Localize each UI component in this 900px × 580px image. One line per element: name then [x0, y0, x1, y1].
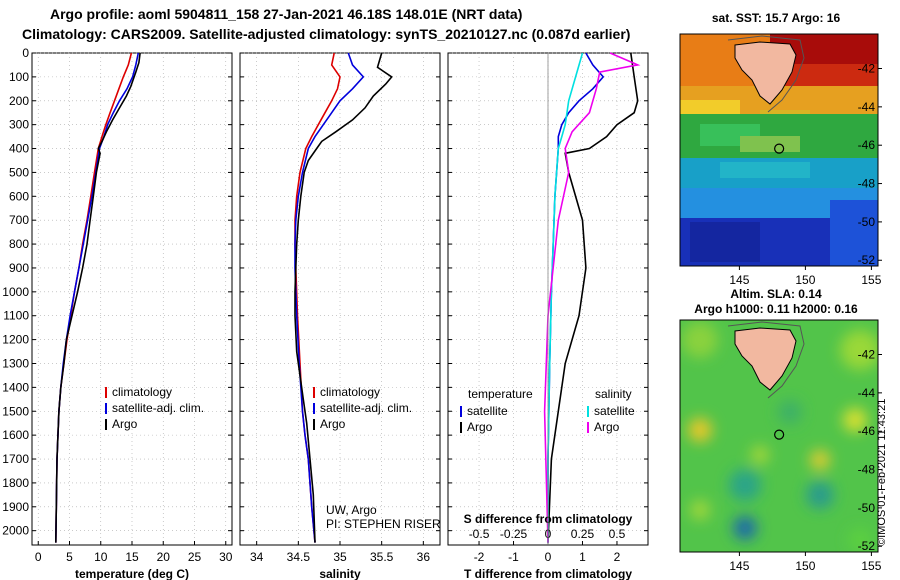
- y-tick-label: 2000: [2, 524, 29, 538]
- annotation-text: PI: STEPHEN RISER: [326, 517, 441, 531]
- y-tick-label: 500: [9, 165, 29, 179]
- legend-label: Argo: [320, 417, 346, 431]
- y-tick-label: 700: [9, 213, 29, 227]
- x-tick-label: -2: [474, 550, 485, 564]
- secondary-tick-label: 0.5: [609, 527, 626, 541]
- legend-label: climatology: [320, 385, 380, 399]
- map-x-tick-label: 150: [795, 273, 815, 287]
- temperature-panel: 0100200300400500600700800900100011001200…: [2, 46, 232, 580]
- sst-map-title: sat. SST: 15.7 Argo: 16: [712, 11, 841, 25]
- y-tick-label: 800: [9, 237, 29, 251]
- x-tick-label: 30: [219, 550, 233, 564]
- x-axis-label: temperature (deg C): [75, 567, 189, 580]
- y-tick-label: 1900: [2, 500, 29, 514]
- chart-subtitle: Climatology: CARS2009. Satellite-adjuste…: [22, 26, 631, 42]
- x-tick-label: 2: [614, 550, 621, 564]
- map-x-tick-label: 155: [861, 559, 881, 573]
- map-y-tick-label: -50: [858, 215, 876, 229]
- y-tick-label: 0: [22, 46, 29, 60]
- x-tick-label: 34: [250, 550, 264, 564]
- y-tick-label: 1200: [2, 333, 29, 347]
- legend-title-temperature: temperature: [468, 387, 533, 401]
- x-tick-label: 15: [125, 550, 139, 564]
- x-tick-label: -1: [508, 550, 519, 564]
- map-x-tick-label: 155: [861, 273, 881, 287]
- x-tick-label: 0: [35, 550, 42, 564]
- y-tick-label: 1400: [2, 380, 29, 394]
- map-y-tick-label: -42: [858, 62, 876, 76]
- y-tick-label: 600: [9, 189, 29, 203]
- x-tick-label: 1: [579, 550, 586, 564]
- series-line-argo-salinity: [543, 52, 641, 543]
- x-tick-label: 10: [94, 550, 108, 564]
- y-tick-label: 200: [9, 94, 29, 108]
- map-x-tick-label: 150: [795, 559, 815, 573]
- legend-label: Argo: [594, 420, 620, 434]
- series-line-satellite-salinity: [547, 52, 584, 543]
- series-line-argo: [55, 52, 141, 543]
- difference-panel: -2 -1 0 1 2 T difference from climatology temp…: [447, 52, 649, 580]
- x-tick-label: 25: [188, 550, 202, 564]
- plot-area: [31, 52, 233, 546]
- x-tick-label: 35: [333, 550, 347, 564]
- y-tick-label: 1100: [3, 309, 29, 323]
- legend-label: satellite-adj. clim.: [112, 401, 204, 415]
- sla-map: Altim. SLA: 0.14 Argo h1000: 0.11 h2000:…: [679, 287, 882, 573]
- profile-location-marker: [774, 429, 785, 440]
- secondary-tick-label: -0.5: [469, 527, 490, 541]
- y-tick-label: 1800: [2, 476, 29, 490]
- legend-title-salinity: salinity: [595, 387, 632, 401]
- map-y-tick-label: -46: [858, 424, 876, 438]
- chart-title: Argo profile: aoml 5904811_158 27-Jan-20…: [50, 6, 523, 22]
- annotation-text: UW, Argo: [326, 503, 377, 517]
- map-y-tick-label: -44: [858, 386, 876, 400]
- legend-label: satellite: [467, 404, 508, 418]
- map-x-tick-label: 145: [729, 273, 749, 287]
- map-y-tick-label: -44: [858, 100, 876, 114]
- map-y-tick-label: -50: [858, 501, 876, 515]
- x-tick-label: 35.5: [370, 550, 394, 564]
- map-y-tick-label: -48: [858, 177, 876, 191]
- y-tick-label: 400: [9, 142, 29, 156]
- legend-label: satellite: [594, 404, 635, 418]
- y-tick-label: 1600: [2, 428, 29, 442]
- legend-label: Argo: [467, 420, 493, 434]
- x-tick-label: 5: [66, 550, 73, 564]
- y-tick-label: 100: [9, 70, 29, 84]
- y-tick-label: 900: [9, 261, 29, 275]
- secondary-tick-label: -0.25: [500, 527, 528, 541]
- map-y-tick-label: -46: [858, 138, 876, 152]
- y-tick-label: 1700: [2, 452, 29, 466]
- x-axis-label: T difference from climatology: [464, 567, 632, 580]
- salinity-panel: 34 34.5 35 35.5 36 salinity climatology satelli…: [239, 52, 441, 580]
- y-tick-label: 1300: [2, 356, 29, 370]
- x-tick-label: 34.5: [287, 550, 311, 564]
- map-y-tick-label: -42: [858, 348, 876, 362]
- series-line-argo: [294, 52, 393, 543]
- legend-label: Argo: [112, 417, 138, 431]
- legend-label: satellite-adj. clim.: [320, 401, 412, 415]
- profile-location-marker: [774, 143, 785, 154]
- sst-map: sat. SST: 15.7 Argo: 16 -42 -44 -46 -48 -50 -…: [679, 11, 882, 287]
- x-axis-label: salinity: [319, 567, 361, 580]
- map-y-tick-label: -48: [858, 463, 876, 477]
- sla-map-subtitle: Argo h1000: 0.11 h2000: 0.16: [694, 302, 858, 316]
- y-tick-label: 1000: [2, 285, 29, 299]
- x-tick-label: 36: [417, 550, 431, 564]
- plot-area: [239, 52, 441, 546]
- sla-map-title: Altim. SLA: 0.14: [730, 287, 822, 301]
- x-tick-label: 20: [157, 550, 171, 564]
- map-y-tick-label: -52: [858, 539, 876, 553]
- series-line-satellite-adj-clim-: [294, 52, 365, 543]
- secondary-tick-label: 0.25: [571, 527, 595, 541]
- y-tick-label: 1500: [2, 404, 29, 418]
- x-tick-label: 0: [545, 550, 552, 564]
- legend-label: climatology: [112, 385, 172, 399]
- map-y-tick-label: -52: [858, 253, 876, 267]
- y-tick-label: 300: [9, 118, 29, 132]
- map-x-tick-label: 145: [729, 559, 749, 573]
